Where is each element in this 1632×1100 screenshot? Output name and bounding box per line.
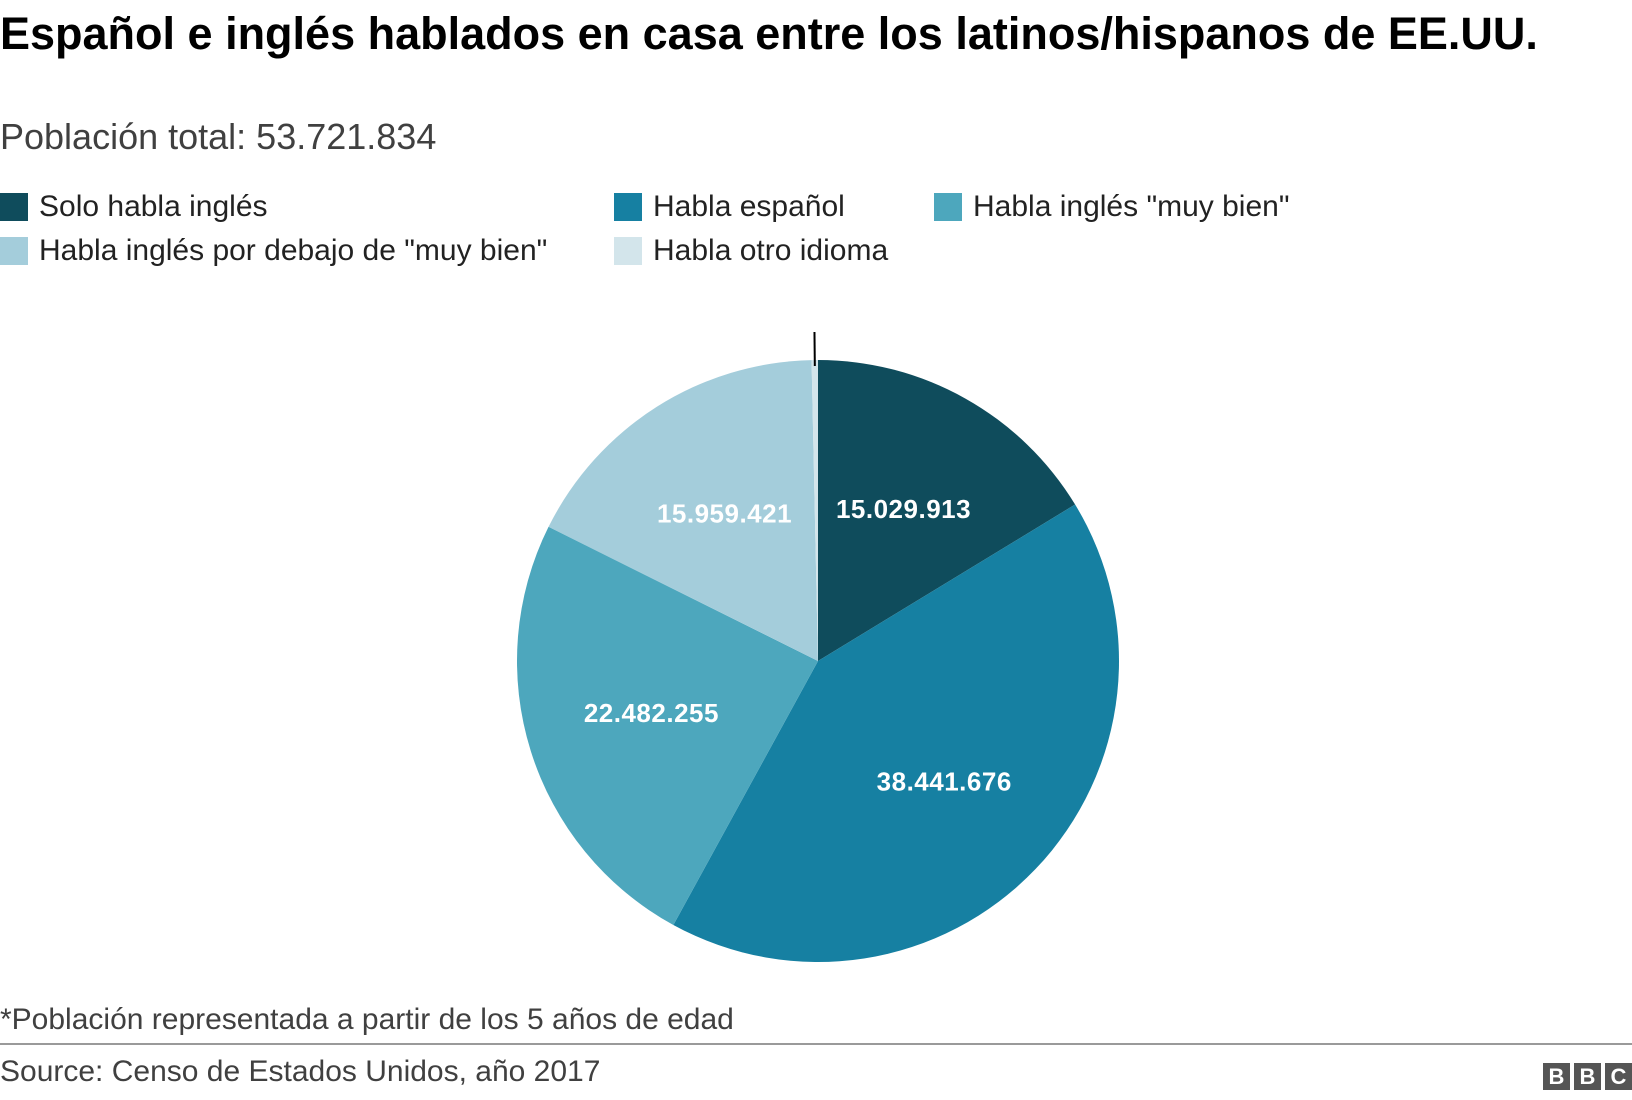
- slice-value-label-ingles-muy-bien: 22.482.255: [584, 698, 719, 728]
- legend-swatch-otro-idioma: [614, 237, 642, 265]
- legend-label-ingles-muy-bien: Habla inglés "muy bien": [973, 190, 1290, 223]
- legend: Solo habla inglés Habla español Habla in…: [0, 190, 1400, 280]
- source-note: Source: Censo de Estados Unidos, año 201…: [0, 1055, 601, 1088]
- logo-letter: B: [1574, 1063, 1601, 1090]
- legend-item-ingles-muy-bien: Habla inglés "muy bien": [934, 190, 1289, 224]
- legend-item-habla-espanol: Habla español: [614, 190, 845, 224]
- legend-swatch-habla-espanol: [614, 193, 642, 221]
- legend-swatch-solo-ingles: [0, 193, 28, 221]
- pie-slice-solo-ingles: [818, 360, 1076, 661]
- slice-value-label-ingles-debajo: 15.959.421: [657, 499, 792, 529]
- logo-letter: C: [1605, 1063, 1632, 1090]
- chart-title: Español e inglés hablados en casa entre …: [0, 8, 1538, 59]
- chart-subtitle: Población total: 53.721.834: [0, 116, 437, 157]
- legend-item-solo-ingles: Solo habla inglés: [0, 190, 268, 224]
- legend-item-ingles-debajo: Habla inglés por debajo de "muy bien": [0, 234, 547, 268]
- legend-item-otro-idioma: Habla otro idioma: [614, 234, 888, 268]
- legend-label-habla-espanol: Habla español: [653, 190, 845, 223]
- pie-slice-ingles-muy-bien: [517, 526, 818, 925]
- legend-swatch-ingles-debajo: [0, 237, 28, 265]
- pie-slice-habla-espanol: [673, 504, 1119, 963]
- pie-slice-otro-idioma: [811, 360, 818, 661]
- legend-label-ingles-debajo: Habla inglés por debajo de "muy bien": [39, 234, 548, 267]
- slice-value-label-habla-espanol: 38.441.676: [877, 767, 1012, 797]
- slice-value-label-solo-ingles: 15.029.913: [836, 494, 971, 524]
- footnote: *Población representada a partir de los …: [0, 1003, 734, 1036]
- logo-letter: B: [1543, 1063, 1570, 1090]
- legend-swatch-ingles-muy-bien: [934, 193, 962, 221]
- bbc-logo: B B C: [1543, 1063, 1632, 1090]
- footer-divider: [0, 1043, 1632, 1045]
- pie-slice-ingles-debajo: [548, 360, 818, 661]
- legend-label-otro-idioma: Habla otro idioma: [653, 234, 889, 267]
- legend-label-solo-ingles: Solo habla inglés: [39, 190, 268, 223]
